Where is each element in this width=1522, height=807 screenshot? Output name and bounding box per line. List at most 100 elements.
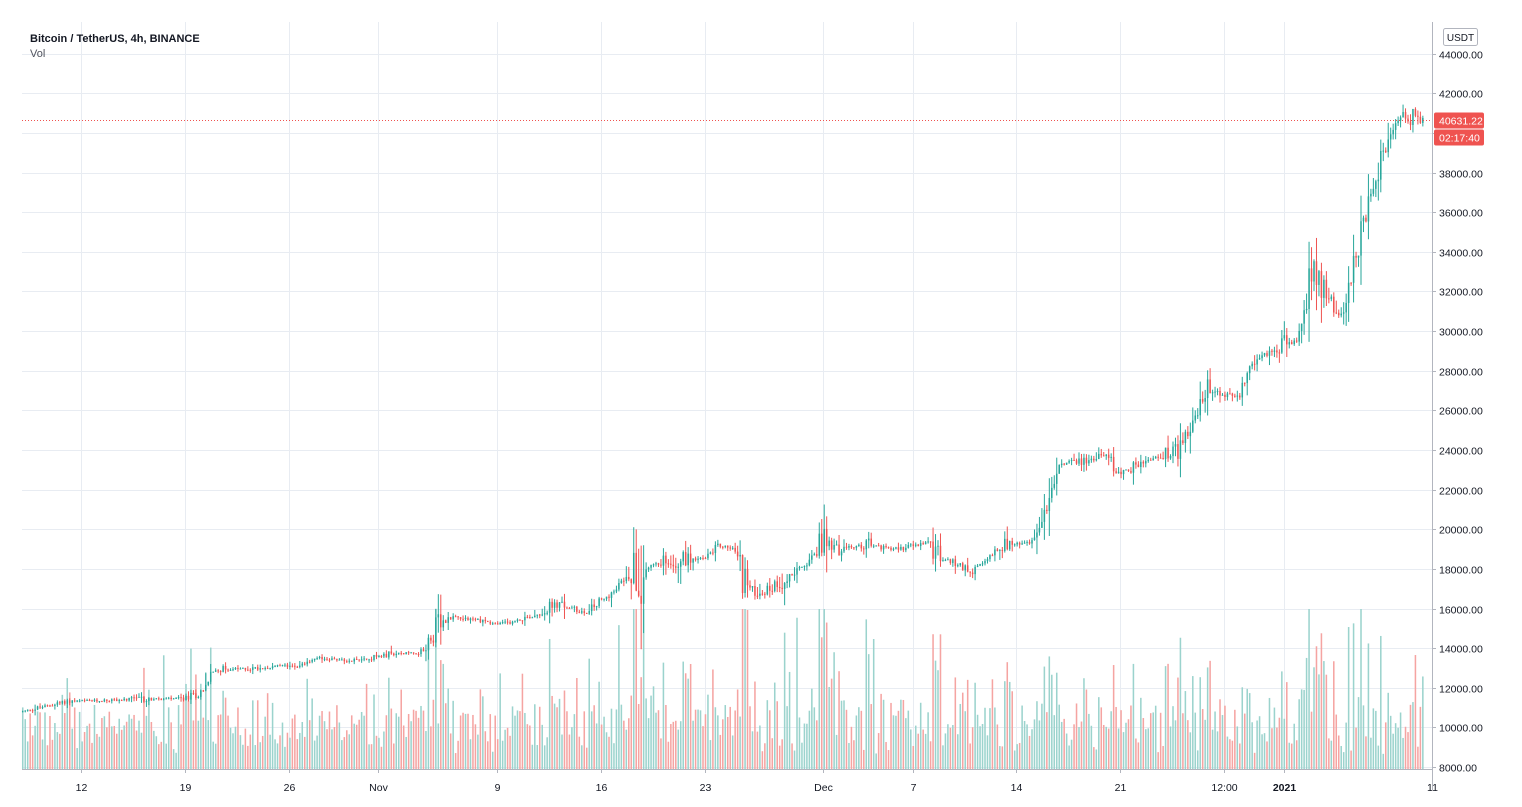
candle-body [1008,541,1011,550]
candle-body [1347,282,1350,303]
candle-body [514,621,516,623]
volume-bar [323,721,326,769]
candle-body [741,555,744,593]
volume-bar [880,693,882,769]
candle-body [172,698,175,700]
time-axis[interactable]: 12 19 26 Nov 9 16 23 Dec 7 14 21 12:00 2021 11 [76,769,1438,794]
candle-body [900,546,902,550]
candle-body [979,563,981,566]
candle-body [615,589,618,592]
volume-bar [806,723,808,769]
candle-body [816,554,818,556]
candle-body [452,616,454,620]
candle-body [1355,255,1357,258]
volume-bar [650,695,652,769]
candle-body [108,700,111,702]
volume-bar [410,721,412,769]
volume-bar [598,681,600,769]
candle-body [974,566,976,575]
volume-bar [133,714,135,769]
candle-body [1243,382,1246,384]
volume-bar [501,740,504,769]
volume-bar [135,730,138,769]
volume-bar [759,725,761,769]
time-tick-label: 23 [700,782,712,794]
candle-body [590,604,593,612]
candle-body [457,616,459,618]
candle-body [942,560,944,562]
candle-body [1271,350,1273,352]
candle-body [600,598,603,600]
volume-bar [1283,718,1286,769]
volume-bar [1006,662,1009,769]
candle-body [388,651,390,658]
candle-body [536,614,539,616]
candle-body [435,617,437,643]
symbol-title[interactable]: Bitcoin / TetherUS, 4h, BINANCE [30,33,200,45]
volume-bar [1360,609,1362,769]
volume-bar [86,725,88,769]
price-tick-label: 8000.00 [1439,763,1477,775]
candle-body [1194,415,1197,421]
candle-body [393,653,395,656]
candle-body [885,546,887,548]
candle-body [981,563,984,565]
candle-body [734,547,736,552]
volume-bar [848,742,850,769]
volume-bar [813,707,816,769]
volume-bar [145,715,148,769]
candle-body [229,669,232,671]
candle-body [1342,312,1345,314]
candle-body [1051,487,1053,498]
candle-body [922,543,924,545]
candle-body [256,667,259,670]
price-tick-label: 28000.00 [1439,367,1483,379]
candle-body [585,612,588,614]
candle-body [24,710,26,712]
candle-body [1367,196,1370,222]
volume-bar [207,720,210,769]
volume-bar [212,741,214,769]
volume-bar [558,698,561,769]
time-tick-label: 21 [1115,782,1127,794]
candle-body [348,660,351,662]
candle-body [1110,456,1112,458]
candle-body [303,663,306,665]
volume-bar [1137,742,1140,769]
volume-bar [363,715,365,769]
volume-bar [855,715,858,769]
candle-body [449,617,452,620]
candle-body [667,563,670,565]
candle-body [563,601,566,608]
currency-badge[interactable]: USDT [1443,28,1478,46]
candle-body [838,544,840,556]
volume-bar [1276,727,1278,769]
candle-body [1157,456,1159,458]
volume-bar [1251,722,1253,769]
volume-label[interactable]: Vol [30,48,46,60]
candle-body [1137,464,1140,468]
candle-body [106,699,108,701]
candle-body [803,566,806,568]
volume-bar [1001,746,1004,769]
candle-body [41,707,44,709]
volume-bar [91,742,93,769]
candle-body [749,585,751,588]
candle-body [1273,350,1276,352]
volume-bar [59,733,61,769]
volume-bar [697,709,699,769]
volume-bar [769,710,771,769]
volume-bar [442,663,445,769]
candle-body [964,565,966,571]
volume-bar [726,716,729,769]
candle-body [1182,440,1184,444]
time-tick-label: 7 [911,782,917,794]
volume-bar [825,622,828,769]
candle-body [360,659,363,661]
volume-bar [242,744,244,769]
volume-bar [1248,693,1251,769]
volume-bar [682,661,684,769]
volume-bar [731,735,734,769]
